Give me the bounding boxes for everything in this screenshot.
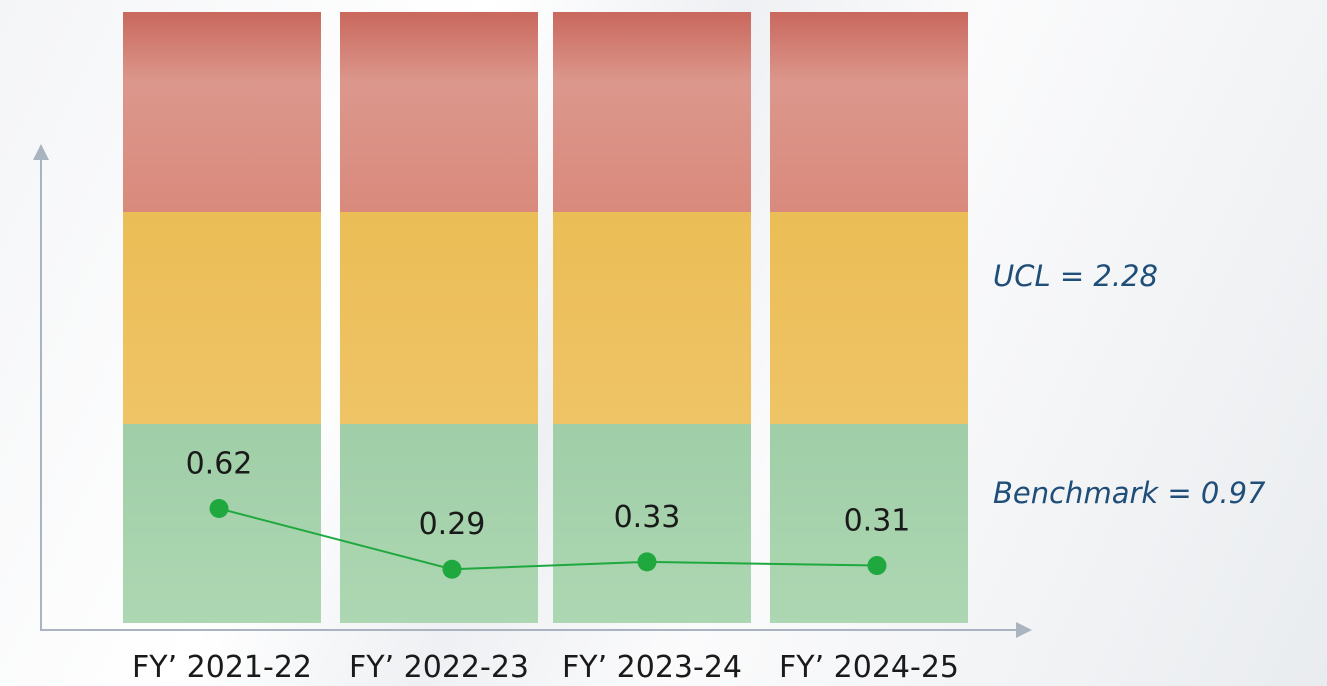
zone-amber-2 [340, 212, 538, 424]
zone-green-3 [553, 424, 751, 623]
x-tick-label-3: FY’ 2023-24 [562, 650, 742, 685]
zone-red-2 [340, 12, 538, 212]
x-axis-arrow-icon [1016, 622, 1032, 638]
zone-green-4 [770, 424, 968, 623]
benchmark-annotation: Benchmark = 0.97 [993, 476, 1266, 510]
x-tick-label-4: FY’ 2024-25 [779, 650, 959, 685]
series-line [218, 507, 878, 571]
x-tick-label-1: FY’ 2021-22 [132, 650, 312, 685]
y-axis-arrow-icon [33, 144, 49, 160]
zone-amber-1 [123, 212, 321, 424]
ucl-annotation: UCL = 2.28 [993, 259, 1158, 293]
data-point-4 [867, 556, 887, 576]
series-layer [209, 499, 887, 579]
zone-red-1 [123, 12, 321, 212]
x-tick-label-2: FY’ 2022-23 [349, 650, 529, 685]
zones-layer [123, 12, 968, 623]
zone-green-2 [340, 424, 538, 623]
data-point-1 [209, 499, 229, 519]
data-point-2 [442, 559, 462, 579]
zone-red-4 [770, 12, 968, 212]
zone-amber-3 [553, 212, 751, 424]
data-label-1: 0.62 [186, 447, 253, 482]
zone-amber-4 [770, 212, 968, 424]
data-label-2: 0.29 [419, 507, 486, 542]
data-label-3: 0.33 [614, 500, 681, 535]
zone-green-1 [123, 424, 321, 623]
axes-layer [33, 144, 1032, 638]
zone-red-3 [553, 12, 751, 212]
data-label-4: 0.31 [844, 504, 911, 539]
labels-layer: 0.62 0.29 0.33 0.31 FY’ 2021-22 FY’ 2022-23 FY… [132, 447, 959, 685]
data-point-3 [637, 552, 657, 572]
